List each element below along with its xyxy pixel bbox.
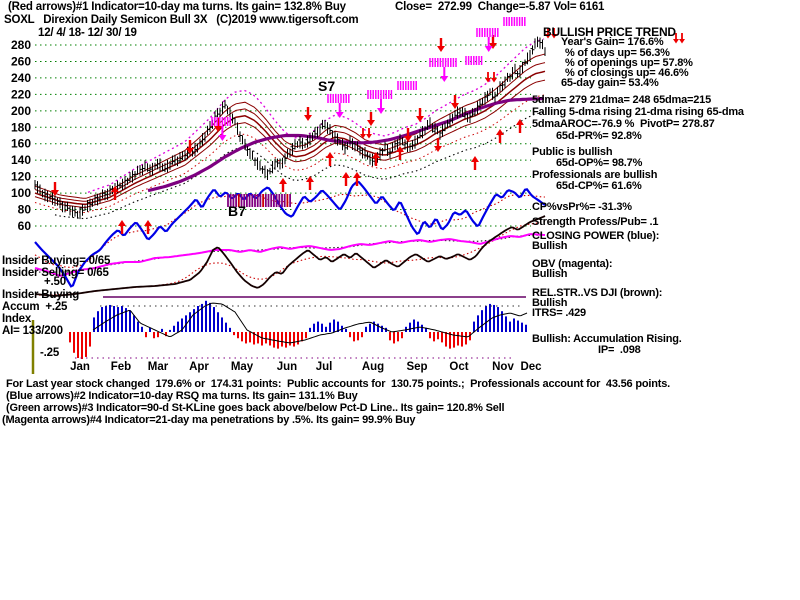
sidebar-line: Year's Gain= 176.6% <box>561 36 664 48</box>
chart-left-label: Insider Selling= 0/65 <box>2 267 109 279</box>
sidebar-line: Strength Profess/Pub= .1 <box>532 216 659 228</box>
footer-line: (Magenta arrows)#4 Indicator=21-day ma p… <box>2 414 416 426</box>
sidebar-line: Bullish <box>532 240 568 252</box>
svg-text:160: 160 <box>11 137 31 151</box>
svg-text:180: 180 <box>11 120 31 134</box>
sidebar-line: REL.STR..VS DJI (brown): <box>532 287 663 299</box>
footer-line: (Blue arrows)#2 Indicator=10-day RSQ ma … <box>6 390 358 402</box>
svg-text:80: 80 <box>18 203 32 217</box>
svg-text:Feb: Feb <box>111 361 131 373</box>
sidebar-line: Bullish: Accumulation Rising. <box>532 333 682 345</box>
svg-text:100: 100 <box>11 186 31 200</box>
sidebar-line: Bullish <box>532 268 568 280</box>
sidebar-line: 65d-CP%= 61.6% <box>556 180 642 192</box>
svg-text:140: 140 <box>11 153 31 167</box>
chart-left-label: +.50 <box>44 276 66 288</box>
svg-text:May: May <box>231 361 254 373</box>
svg-text:220: 220 <box>11 87 31 101</box>
chart-left-label: AI= 133/200 <box>2 325 63 337</box>
b7-signal-label: B7 <box>228 203 246 219</box>
svg-text:Nov: Nov <box>492 361 514 373</box>
chart-left-label: Index <box>2 313 32 325</box>
svg-text:60: 60 <box>18 219 32 233</box>
chart-left-label: Accum +.25 <box>2 301 68 313</box>
chart-left-label: Insider Buying <box>2 289 80 301</box>
sidebar-line: Falling 5-dma rising 21-dma rising 65-dm… <box>532 106 744 118</box>
svg-text:Apr: Apr <box>189 361 209 373</box>
svg-text:260: 260 <box>11 54 31 68</box>
chart-left-label: -.25 <box>40 347 60 359</box>
svg-text:200: 200 <box>11 104 31 118</box>
sidebar-line: 65d-PR%= 92.8% <box>556 130 642 142</box>
footer-line: For Last year stock changed 179.6% or 17… <box>6 378 670 390</box>
svg-text:280: 280 <box>11 38 31 52</box>
sidebar-line: IP= .098 <box>598 344 641 356</box>
svg-text:240: 240 <box>11 71 31 85</box>
svg-text:Sep: Sep <box>406 361 427 373</box>
sidebar-line: CP%vsPr%= -31.3% <box>532 201 632 213</box>
quote-line: Close= 272.99 Change=-5.87 Vol= 6161 <box>395 1 605 13</box>
sidebar-line: 5dma= 279 21dma= 248 65dma=215 <box>532 94 711 106</box>
indicator1-legend: (Red arrows)#1 Indicator=10-day ma turns… <box>8 1 346 13</box>
chart-left-label: Insider Buying= 0/65 <box>2 255 111 267</box>
date-range: 12/ 4/ 18- 12/ 30/ 19 <box>38 27 137 39</box>
sidebar-line: OBV (magenta): <box>532 258 613 270</box>
svg-text:Oct: Oct <box>449 361 468 373</box>
sidebar-line: Professionals are bullish <box>532 169 658 181</box>
sidebar-line: 5dmaAROC=-76.9 % PivotP= 278.87 <box>532 118 715 130</box>
sidebar-line: % of closings up= 46.6% <box>565 67 689 79</box>
sidebar-line: BULLISH PRICE TREND <box>543 25 676 39</box>
sidebar-line: Public is bullish <box>532 146 613 158</box>
svg-text:Jun: Jun <box>277 361 297 373</box>
sidebar-line: Bullish <box>532 297 568 309</box>
s7-signal-label: S7 <box>318 78 335 94</box>
svg-text:Jan: Jan <box>70 361 90 373</box>
svg-text:Dec: Dec <box>520 361 542 373</box>
svg-text:Aug: Aug <box>362 361 384 373</box>
svg-text:Jul: Jul <box>316 361 333 373</box>
footer-line: (Green arrows)#3 Indicator=90-d St-KLine… <box>6 402 505 414</box>
sidebar-line: 65-day gain= 53.4% <box>561 77 659 89</box>
sidebar-line: CLOSING POWER (blue): <box>532 230 660 242</box>
symbol-title: SOXL Direxion Daily Semicon Bull 3X (C)2… <box>4 14 359 26</box>
sidebar-line: 65d-OP%= 98.7% <box>556 157 643 169</box>
sidebar-line: ITRS= .429 <box>532 307 586 319</box>
svg-text:120: 120 <box>11 170 31 184</box>
sidebar-line: % of days up= 56.3% <box>565 47 670 59</box>
sidebar-line: % of openings up= 57.8% <box>565 57 693 69</box>
svg-text:Mar: Mar <box>148 361 169 373</box>
